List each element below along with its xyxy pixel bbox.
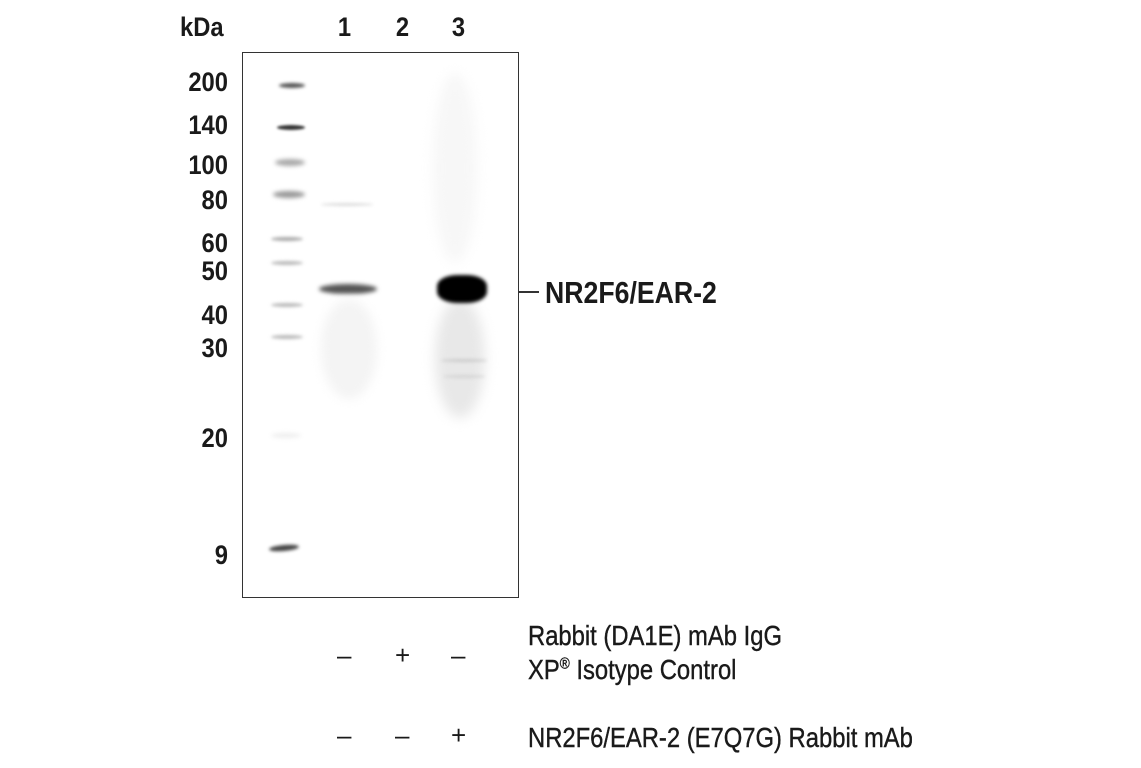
condition-1-label-line1: Rabbit (DA1E) mAb IgG xyxy=(528,620,782,651)
isotype-text: Isotype Control xyxy=(569,654,737,685)
ladder-band xyxy=(271,433,301,438)
condition-2-lane-2: – xyxy=(395,720,410,750)
condition-1-lane-3: – xyxy=(451,640,466,670)
lane-3-lower-band xyxy=(443,375,485,378)
condition-1-lane-2: + xyxy=(395,640,411,670)
condition-1-lane-1: – xyxy=(337,640,352,670)
ladder-band xyxy=(271,237,303,241)
ladder-band xyxy=(271,303,303,307)
lane-label-2: 2 xyxy=(395,12,410,42)
marker-20: 20 xyxy=(201,423,228,453)
condition-2-lane-3: + xyxy=(451,720,467,750)
marker-9: 9 xyxy=(214,540,228,570)
ladder-band xyxy=(275,159,305,166)
marker-30: 30 xyxy=(201,333,228,363)
lane-3-smear-top xyxy=(433,73,477,263)
ladder-band xyxy=(271,261,303,265)
lane-3-smear-bottom xyxy=(435,298,485,418)
ladder-band xyxy=(277,125,305,130)
lane-3-target-band xyxy=(437,275,487,303)
registered-mark: ® xyxy=(559,655,570,673)
target-pointer-line xyxy=(519,291,539,293)
lane-3-lower-band xyxy=(441,359,487,362)
unit-label: kDa xyxy=(180,12,224,42)
ladder-band xyxy=(268,543,300,553)
marker-40: 40 xyxy=(201,300,228,330)
condition-2-label: NR2F6/EAR-2 (E7Q7G) Rabbit mAb xyxy=(528,722,913,753)
marker-60: 60 xyxy=(201,228,228,258)
lane-label-3: 3 xyxy=(451,12,466,42)
lane-label-1: 1 xyxy=(337,12,352,42)
western-blot-image xyxy=(242,52,519,598)
xp-text: XP xyxy=(528,654,560,685)
lane-1-target-band xyxy=(319,284,377,294)
lane-1-faint-band xyxy=(321,203,373,206)
condition-1-label-line2: XP® Isotype Control xyxy=(528,654,737,686)
ladder-band xyxy=(271,335,303,339)
target-label: NR2F6/EAR-2 xyxy=(545,275,717,310)
marker-80: 80 xyxy=(201,185,228,215)
lane-1-smear xyxy=(321,299,377,399)
marker-200: 200 xyxy=(188,67,228,97)
marker-140: 140 xyxy=(188,110,228,140)
ladder-band xyxy=(273,191,305,198)
marker-100: 100 xyxy=(188,150,228,180)
condition-2-lane-1: – xyxy=(337,720,352,750)
ladder-band xyxy=(279,83,305,88)
marker-50: 50 xyxy=(201,256,228,286)
